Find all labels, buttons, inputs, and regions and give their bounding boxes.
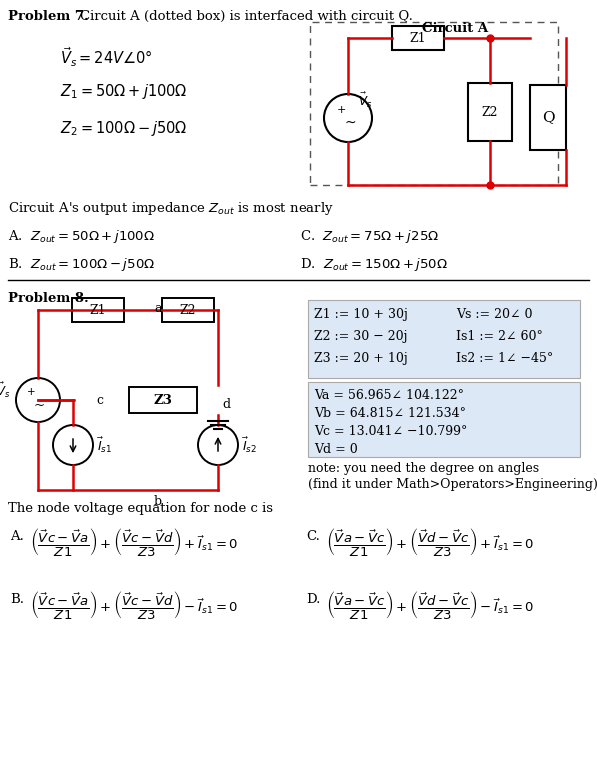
Text: $Z_2 = 100\Omega - j50\Omega$: $Z_2 = 100\Omega - j50\Omega$ — [60, 119, 187, 138]
Text: A.  $Z_{out} = 50\Omega + j100\Omega$: A. $Z_{out} = 50\Omega + j100\Omega$ — [8, 228, 155, 245]
Text: Circuit A (dotted box) is interfaced with circuit Q.: Circuit A (dotted box) is interfaced wit… — [80, 10, 413, 23]
Text: $\left(\dfrac{\vec{V}c - \vec{V}a}{Z1}\right) + \left(\dfrac{\vec{V}c - \vec{V}d: $\left(\dfrac{\vec{V}c - \vec{V}a}{Z1}\r… — [30, 526, 238, 558]
Text: Z1 := 10 + 30j: Z1 := 10 + 30j — [314, 308, 408, 321]
Text: $\vec{V}_s$: $\vec{V}_s$ — [0, 381, 10, 400]
Text: d: d — [222, 398, 230, 411]
Bar — [129, 387, 197, 413]
Text: Z2: Z2 — [180, 304, 196, 316]
Text: Is1 := 2∠ 60°: Is1 := 2∠ 60° — [456, 330, 543, 343]
Text: +: + — [336, 105, 346, 115]
Text: $\left(\dfrac{\vec{V}a - \vec{V}c}{Z1}\right) + \left(\dfrac{\vec{V}d - \vec{V}c: $\left(\dfrac{\vec{V}a - \vec{V}c}{Z1}\r… — [326, 526, 534, 558]
Text: Is2 := 1∠ −45°: Is2 := 1∠ −45° — [456, 352, 553, 365]
Bar — [162, 298, 214, 322]
Bar — [308, 300, 580, 378]
Text: A.: A. — [10, 530, 24, 543]
Text: Z3 := 20 + 10j: Z3 := 20 + 10j — [314, 352, 408, 365]
Circle shape — [16, 378, 60, 422]
Text: b: b — [154, 495, 162, 508]
Text: Problem 7.: Problem 7. — [8, 10, 89, 23]
Text: $\left(\dfrac{\vec{V}a - \vec{V}c}{Z1}\right) + \left(\dfrac{\vec{V}d - \vec{V}c: $\left(\dfrac{\vec{V}a - \vec{V}c}{Z1}\r… — [326, 589, 534, 621]
Text: C.  $Z_{out} = 75\Omega + j25\Omega$: C. $Z_{out} = 75\Omega + j25\Omega$ — [300, 228, 439, 245]
Text: a: a — [154, 302, 162, 315]
Text: Vb = 64.815∠ 121.534°: Vb = 64.815∠ 121.534° — [314, 407, 466, 420]
Text: Vs := 20∠ 0: Vs := 20∠ 0 — [456, 308, 533, 321]
Text: The node voltage equation for node c is: The node voltage equation for node c is — [8, 502, 273, 515]
Text: note: you need the degree on angles: note: you need the degree on angles — [308, 462, 539, 475]
Text: c: c — [96, 394, 103, 407]
Text: Z1: Z1 — [410, 32, 426, 44]
Text: Va = 56.965∠ 104.122°: Va = 56.965∠ 104.122° — [314, 389, 464, 402]
Text: $\vec{I}_{s2}$: $\vec{I}_{s2}$ — [242, 436, 257, 455]
Text: ~: ~ — [33, 398, 45, 412]
Text: Z3: Z3 — [153, 394, 173, 407]
Text: (find it under Math>Operators>Engineering): (find it under Math>Operators>Engineerin… — [308, 478, 597, 491]
Text: Z2: Z2 — [482, 105, 498, 119]
Text: $\vec{I}_{s1}$: $\vec{I}_{s1}$ — [97, 436, 112, 455]
Text: C.: C. — [306, 530, 320, 543]
Text: Circuit A: Circuit A — [422, 22, 488, 35]
Text: D.  $Z_{out} = 150\Omega + j50\Omega$: D. $Z_{out} = 150\Omega + j50\Omega$ — [300, 256, 448, 273]
Text: Circuit A's output impedance $Z_{out}$ is most nearly: Circuit A's output impedance $Z_{out}$ i… — [8, 200, 334, 217]
Text: $Z_1 = 50\Omega + j100\Omega$: $Z_1 = 50\Omega + j100\Omega$ — [60, 82, 187, 101]
Bar — [530, 85, 566, 150]
Text: B.  $Z_{out} = 100\Omega - j50\Omega$: B. $Z_{out} = 100\Omega - j50\Omega$ — [8, 256, 155, 273]
Text: $\vec{V}_s$: $\vec{V}_s$ — [358, 91, 373, 109]
Circle shape — [324, 94, 372, 142]
Circle shape — [198, 425, 238, 465]
Text: Vc = 13.041∠ −10.799°: Vc = 13.041∠ −10.799° — [314, 425, 467, 438]
Bar — [392, 26, 444, 50]
Bar — [72, 298, 124, 322]
Text: Q: Q — [541, 111, 554, 125]
Text: Vd = 0: Vd = 0 — [314, 443, 358, 456]
Bar — [308, 382, 580, 457]
Text: B.: B. — [10, 593, 24, 606]
Circle shape — [53, 425, 93, 465]
Text: D.: D. — [306, 593, 321, 606]
Text: Problem 8.: Problem 8. — [8, 292, 89, 305]
Bar — [468, 83, 512, 141]
Text: $\left(\dfrac{\vec{V}c - \vec{V}a}{Z1}\right) + \left(\dfrac{\vec{V}c - \vec{V}d: $\left(\dfrac{\vec{V}c - \vec{V}a}{Z1}\r… — [30, 589, 238, 621]
Text: Z1: Z1 — [90, 304, 106, 316]
Text: +: + — [27, 387, 35, 397]
Text: ~: ~ — [344, 116, 356, 130]
Text: Z2 := 30 − 20j: Z2 := 30 − 20j — [314, 330, 408, 343]
Text: $\vec{V}_s = 24V\angle 0°$: $\vec{V}_s = 24V\angle 0°$ — [60, 45, 153, 68]
